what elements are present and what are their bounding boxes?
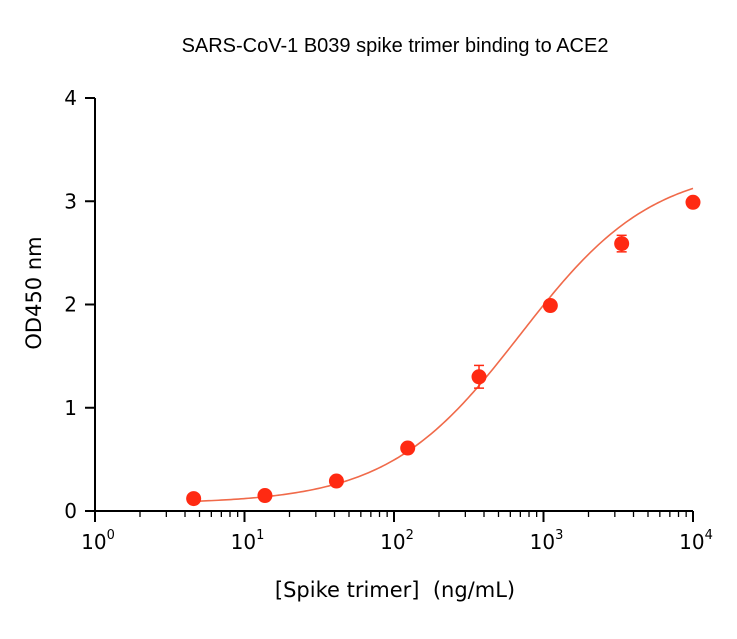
data-point-4 <box>471 369 487 385</box>
data-points <box>186 194 701 507</box>
x-axis-label: [Spike trimer] (ng/mL) <box>275 578 515 602</box>
y-tick-label-4: 4 <box>64 86 77 110</box>
data-point-6 <box>614 236 630 252</box>
y-tick-label-0: 0 <box>64 499 77 523</box>
y-axis-label: OD450 nm <box>22 236 46 349</box>
x-tick-label-1: 101 <box>231 528 265 554</box>
x-tick-label-3: 103 <box>530 528 564 554</box>
data-point-0 <box>186 491 202 507</box>
data-point-5 <box>542 298 558 314</box>
x-tick-label-0: 100 <box>81 528 115 554</box>
fit-curve <box>193 187 694 503</box>
data-point-3 <box>400 440 416 456</box>
data-point-2 <box>328 473 344 489</box>
y-tick-label-2: 2 <box>64 293 77 317</box>
y-axis: 0 1 2 3 4 <box>64 86 96 523</box>
x-tick-label-4: 104 <box>679 528 713 554</box>
data-point-1 <box>257 488 273 504</box>
y-tick-label-1: 1 <box>64 396 77 420</box>
y-tick-label-3: 3 <box>64 189 77 213</box>
x-axis: 100 101 102 103 104 <box>81 510 713 554</box>
data-point-7 <box>685 194 701 210</box>
x-tick-label-2: 102 <box>380 528 414 554</box>
chart-title: SARS-CoV-1 B039 spike trimer binding to … <box>182 35 609 57</box>
